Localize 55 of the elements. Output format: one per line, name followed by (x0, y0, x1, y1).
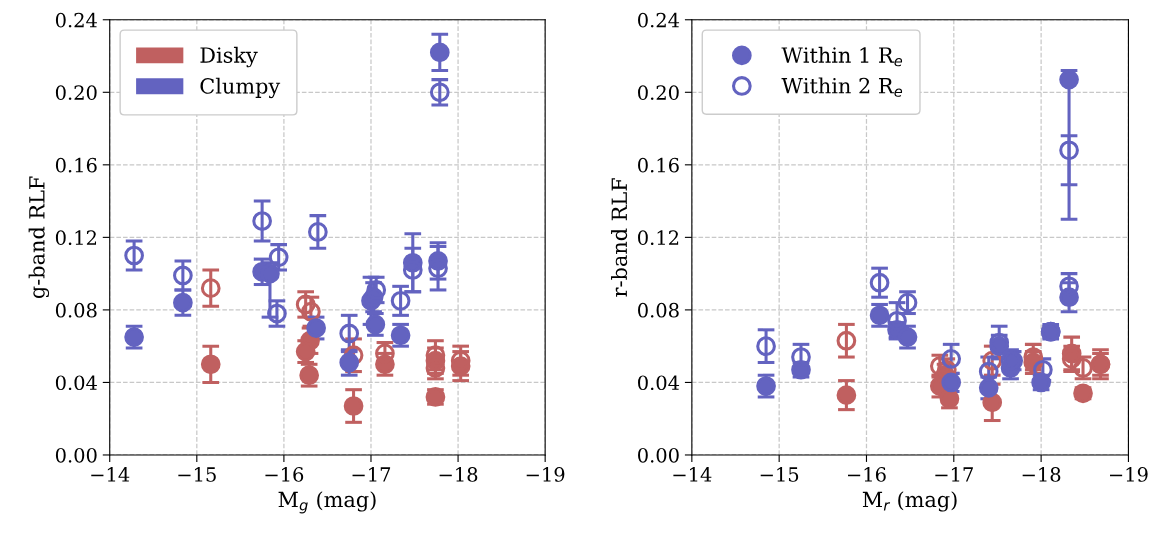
point (295, 294, 316, 315)
x-axis-title: M$_{r}$ (mag) (862, 491, 957, 512)
x-tick-label: −19 (526, 467, 565, 482)
x-tick-label: −17 (935, 467, 973, 482)
y-tick-label: 0.16 (638, 157, 679, 173)
legend-label: Within 1 R$_{e}$ (781, 46, 903, 67)
y-tick-label: 0.24 (55, 12, 97, 28)
point (268, 247, 289, 268)
point (978, 361, 999, 382)
point (301, 301, 321, 322)
x-tick-label: −15 (760, 467, 799, 482)
x-tick-label: −16 (848, 467, 886, 482)
point (836, 330, 857, 351)
point (1059, 140, 1079, 161)
x-tick-label: −14 (91, 467, 130, 482)
legend-label: Within 2 R$_{e}$ (781, 77, 903, 97)
x-tick-label: −18 (439, 467, 478, 482)
x-tick-label: −17 (352, 467, 391, 482)
x-axis-title: M$_{g}$ (mag) (278, 491, 376, 514)
x-tick-label: −18 (1022, 467, 1061, 482)
point (308, 222, 328, 242)
y-tick-label: 0.16 (55, 157, 97, 173)
point (124, 245, 144, 266)
point (252, 211, 272, 231)
y-tick-label: 0.20 (638, 85, 679, 100)
point (429, 42, 450, 63)
y-tick-label: 0.12 (638, 230, 679, 246)
y-axis-title: r-band RLF (611, 178, 628, 297)
point (869, 272, 890, 293)
point (756, 336, 776, 357)
x-tick-label: −15 (178, 467, 216, 482)
y-tick-label: 0.20 (55, 85, 97, 100)
y-tick-label: 0.12 (55, 230, 97, 246)
point (836, 385, 857, 405)
y-tick-label: 0.08 (55, 302, 97, 318)
point (267, 303, 287, 324)
y-tick-label: 0.24 (638, 12, 680, 28)
y-tick-label: 0.00 (638, 447, 679, 463)
point (1059, 69, 1079, 90)
x-tick-label: −16 (265, 467, 304, 482)
point (200, 354, 221, 375)
x-tick-label: −14 (673, 467, 712, 482)
legend-label: Clumpy (200, 77, 281, 99)
point (390, 290, 411, 311)
point (173, 265, 193, 286)
y-axis-title: g-band RLF (28, 176, 50, 299)
y-tick-label: 0.00 (55, 447, 97, 463)
y-tick-label: 0.04 (55, 375, 97, 391)
y-tick-label: 0.04 (638, 375, 680, 391)
legend-label: Disky (200, 46, 258, 68)
point (200, 278, 221, 298)
x-tick-label: −19 (1109, 467, 1148, 482)
y-tick-label: 0.08 (638, 302, 679, 318)
point (343, 396, 364, 416)
point (339, 323, 360, 344)
